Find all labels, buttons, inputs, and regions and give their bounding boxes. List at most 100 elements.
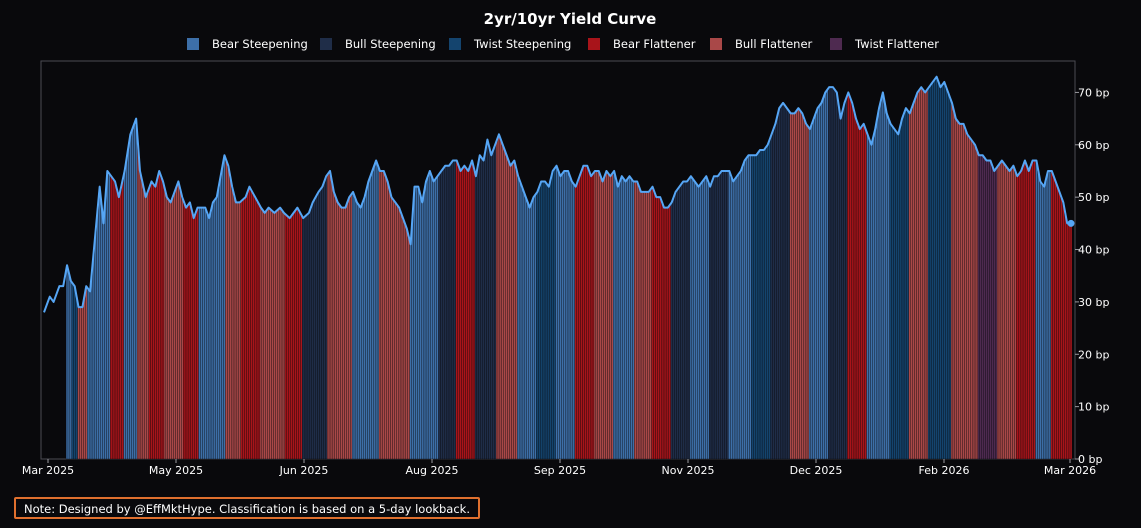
bar-bull-flattener — [975, 149, 979, 460]
bar-bull-steepening — [780, 105, 783, 460]
bar-bull-steepening — [685, 181, 689, 460]
bar-bull-flattener — [964, 128, 967, 460]
bar-bear-flattener — [455, 160, 458, 460]
bar-bear-steepening — [707, 181, 710, 460]
bar-bull-steepening — [708, 186, 712, 460]
bar-bear-steepening — [632, 181, 635, 460]
bar-bull-steepening — [451, 160, 455, 460]
y-tick-label: 0 bp — [1078, 453, 1102, 466]
bar-bull-flattener — [267, 207, 270, 460]
bar-bear-steepening — [365, 189, 368, 460]
bar-bear-flattener — [188, 202, 192, 460]
bar-bull-flattener — [806, 126, 810, 460]
bar-bear-flattener — [854, 118, 858, 460]
bar-bull-flattener — [797, 107, 800, 460]
bar-bull-flattener — [597, 170, 600, 460]
legend-item-bull-flattener[interactable]: Bull Flattener — [710, 37, 813, 51]
bar-bear-flattener — [852, 110, 856, 460]
bar-bull-flattener — [261, 210, 265, 460]
bar-bull-flattener — [595, 170, 599, 460]
x-tick-label: May 2025 — [149, 464, 203, 477]
bar-bear-flattener — [1031, 160, 1034, 460]
bar-bear-steepening — [1039, 181, 1042, 460]
bar-bull-flattener — [392, 199, 395, 460]
bar-bear-steepening — [626, 178, 629, 460]
legend-item-bull-steepening[interactable]: Bull Steepening — [320, 37, 436, 51]
legend-item-bear-flattener[interactable]: Bear Flattener — [588, 37, 696, 51]
bar-bear-flattener — [660, 202, 664, 460]
bar-bull-steepening — [488, 147, 491, 460]
bar-bull-steepening — [453, 160, 456, 460]
bar-bear-flattener — [255, 200, 259, 460]
bar-bear-flattener — [158, 170, 161, 460]
bar-bear-flattener — [849, 97, 852, 460]
y-tick-label: 60 bp — [1078, 139, 1109, 152]
legend-item-twist-steepening[interactable]: Twist Steepening — [449, 37, 571, 51]
legend-item-bear-steepening[interactable]: Bear Steepening — [187, 37, 308, 51]
bar-bull-flattener — [601, 181, 604, 460]
bar-twist-flattener — [989, 160, 992, 460]
bar-bear-steepening — [614, 178, 618, 460]
bar-bear-steepening — [697, 186, 700, 460]
bar-bull-steepening — [311, 202, 314, 460]
bar-twist-steepening — [935, 76, 938, 460]
bar-bull-flattener — [340, 207, 343, 460]
bar-bear-steepening — [413, 186, 416, 460]
legend-item-twist-flattener[interactable]: Twist Flattener — [830, 37, 939, 51]
bar-bear-steepening — [812, 118, 815, 460]
bar-bear-steepening — [618, 181, 622, 460]
y-axis: 0 bp 10 bp 20 bp 30 bp 40 bp 50 bp 60 bp 70 bp — [1075, 86, 1109, 466]
legend-label: Twist Flattener — [854, 37, 939, 51]
bar-bull-flattener — [407, 236, 410, 460]
bar-bear-steepening — [373, 165, 376, 460]
bar-bear-flattener — [472, 168, 476, 460]
bar-bull-flattener — [342, 207, 345, 460]
bar-bear-steepening — [223, 155, 226, 460]
bar-bear-flattener — [847, 92, 850, 460]
bar-bear-flattener — [250, 190, 253, 460]
bar-bull-steepening — [445, 165, 449, 460]
bar-bear-steepening — [351, 191, 355, 460]
bar-bear-steepening — [570, 181, 574, 460]
bar-bear-flattener — [190, 210, 193, 460]
bar-bull-steepening — [442, 168, 445, 460]
bar-bull-flattener — [165, 196, 169, 460]
spread-line-layer — [43, 75, 1075, 313]
bar-bull-flattener — [388, 189, 391, 460]
bar-bull-flattener — [278, 207, 282, 460]
bar-bull-steepening — [307, 212, 311, 460]
bar-bear-steepening — [630, 178, 633, 460]
bar-bull-flattener — [1008, 170, 1011, 460]
bar-bear-steepening — [125, 158, 128, 460]
bar-bear-steepening — [369, 176, 372, 460]
bar-bear-flattener — [465, 168, 468, 460]
bar-bear-flattener — [117, 196, 121, 460]
legend-label: Bull Flattener — [735, 37, 813, 51]
bar-bear-steepening — [616, 186, 620, 460]
bar-twist-steepening — [899, 126, 902, 460]
legend-swatch — [187, 38, 199, 50]
bar-twist-steepening — [897, 134, 900, 460]
bar-bear-steepening — [215, 196, 218, 460]
bar-bear-steepening — [563, 170, 566, 460]
bar-twist-steepening — [551, 170, 554, 460]
x-tick-label: Mar 2026 — [1044, 464, 1096, 477]
bar-bear-steepening — [526, 202, 529, 460]
bar-bear-steepening — [436, 176, 439, 460]
bar-bull-flattener — [509, 165, 512, 460]
legend-label: Bear Steepening — [212, 37, 308, 51]
bar-bear-flattener — [1054, 181, 1057, 460]
y-tick-label: 50 bp — [1078, 191, 1109, 204]
bar-bear-steepening — [127, 146, 130, 460]
bar-bear-steepening — [92, 249, 96, 460]
bar-bear-steepening — [102, 223, 105, 460]
bar-bear-steepening — [428, 170, 432, 460]
bar-bear-flattener — [467, 170, 470, 460]
bar-twist-steepening — [536, 191, 539, 460]
bar-bull-flattener — [914, 97, 917, 460]
bar-bull-flattener — [146, 191, 149, 460]
bar-bull-steepening — [726, 170, 729, 460]
bar-bear-steepening — [808, 128, 812, 460]
bar-bear-steepening — [693, 181, 696, 460]
bar-bear-flattener — [574, 186, 577, 460]
